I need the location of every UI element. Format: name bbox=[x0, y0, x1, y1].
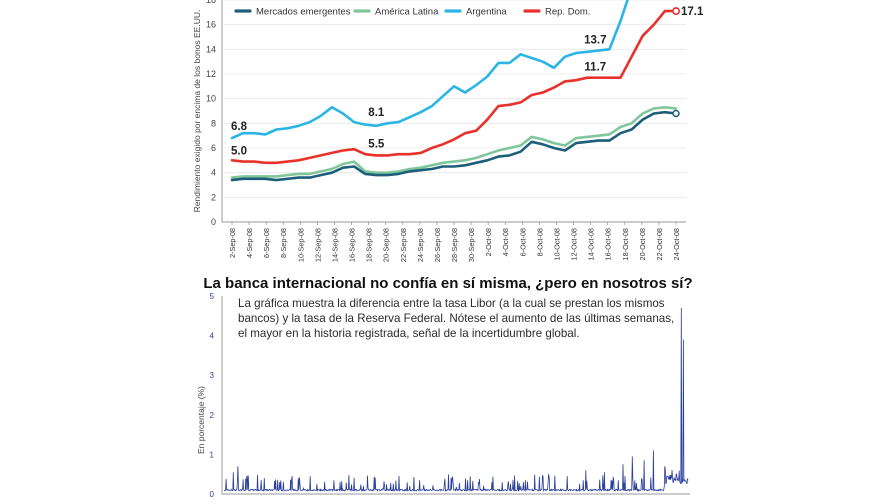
annotation-label: 5.5 bbox=[368, 138, 385, 150]
top-x-tick-label: 16-Sep-08 bbox=[348, 228, 357, 262]
top-x-tick-label: 12-Sep-08 bbox=[313, 228, 322, 262]
annotation-label: 13.7 bbox=[584, 35, 606, 47]
top-y-tick-label: 4 bbox=[211, 168, 216, 178]
top-x-tick-label: 10-Sep-08 bbox=[296, 228, 305, 262]
top-x-tick-label: 28-Sep-08 bbox=[450, 228, 459, 262]
mercados-end-marker bbox=[672, 109, 680, 118]
top-x-tick-label: 12-Oct-08 bbox=[570, 228, 579, 260]
bottom-line-chart: La banca internacional no confía en sí m… bbox=[196, 275, 693, 499]
annotation-label: 5.0 bbox=[231, 145, 247, 157]
bottom-y-tick-label: 1 bbox=[210, 450, 215, 459]
legend-label: América Latina bbox=[375, 7, 439, 18]
top-x-tick-label: 24-Oct-08 bbox=[672, 228, 681, 260]
series-line-am-rica-latina bbox=[230, 106, 678, 179]
annotation-label: 6.8 bbox=[231, 121, 248, 133]
legend-background bbox=[228, 2, 600, 19]
top-x-tick-label: 10-Oct-08 bbox=[552, 228, 561, 260]
top-x-tick-label: 24-Sep-08 bbox=[416, 228, 425, 262]
top-x-tick-label: 16-Oct-08 bbox=[604, 228, 613, 260]
top-x-tick-label: 14-Sep-08 bbox=[330, 228, 339, 262]
top-y-tick-label: 14 bbox=[206, 44, 216, 54]
bottom-chart-y-axis-label: En porcentaje (%) bbox=[196, 386, 206, 454]
top-x-tick-label: 22-Oct-08 bbox=[655, 228, 664, 260]
bottom-chart-title: La banca internacional no confía en sí m… bbox=[203, 275, 692, 292]
top-x-tick-label: 14-Oct-08 bbox=[587, 228, 596, 260]
top-y-tick-label: 12 bbox=[206, 69, 216, 79]
top-x-tick-label: 8-Sep-08 bbox=[279, 228, 288, 258]
top-y-tick-label: 10 bbox=[206, 94, 216, 104]
series-line-mercados-emergentes bbox=[230, 110, 678, 182]
top-x-tick-label: 20-Oct-08 bbox=[638, 228, 647, 260]
top-x-tick-label: 20-Sep-08 bbox=[382, 228, 391, 262]
top-y-tick-label: 18 bbox=[206, 0, 216, 5]
annotation-label: 11.7 bbox=[584, 62, 606, 74]
top-x-tick-label: 2-Sep-08 bbox=[228, 228, 237, 258]
libor-fed-spread-line bbox=[223, 307, 689, 493]
top-line-chart: 2 4 6 8 10 12 14 16 18 0 2-Sep-08 4-Sep-08 6-Sep-08… bbox=[192, 0, 704, 262]
top-x-tick-label: 6-Oct-08 bbox=[518, 228, 527, 256]
series-line-rep-dom- bbox=[230, 9, 678, 165]
bottom-chart-description: La gráfica muestra la diferencia entre l… bbox=[238, 296, 678, 341]
top-x-tick-label: 18-Oct-08 bbox=[621, 228, 630, 260]
top-x-tick-label: 30-Sep-08 bbox=[467, 228, 476, 262]
bottom-y-tick-label: 2 bbox=[210, 411, 215, 420]
top-x-tick-label: 18-Sep-08 bbox=[365, 228, 374, 262]
top-y-tick-label: 2 bbox=[211, 192, 216, 202]
top-y-tick-label: 0 bbox=[211, 217, 216, 227]
description-line-2: bancos) y la tasa de la Reserva Federal.… bbox=[238, 312, 675, 325]
top-x-tick-label: 26-Sep-08 bbox=[433, 228, 442, 262]
legend-label: Mercados emergentes bbox=[256, 7, 351, 18]
top-y-tick-label: 6 bbox=[211, 143, 216, 153]
bottom-y-tick-label: 4 bbox=[210, 332, 215, 341]
top-x-tick-label: 4-Oct-08 bbox=[501, 228, 510, 256]
top-y-tick-label: 8 bbox=[211, 118, 216, 128]
top-x-tick-label: 4-Sep-08 bbox=[245, 228, 254, 258]
legend-label: Argentina bbox=[466, 7, 507, 18]
bottom-y-tick-label: 3 bbox=[210, 371, 215, 380]
top-chart-y-axis-label: Rendimiento exigido por encima de los bo… bbox=[192, 10, 202, 213]
top-x-tick-label: 2-Oct-08 bbox=[484, 228, 493, 256]
bottom-y-tick-label: 5 bbox=[210, 292, 215, 301]
top-y-tick-label: 16 bbox=[206, 20, 216, 30]
legend-label: Rep. Dom. bbox=[545, 7, 590, 18]
annotation-label: 8.1 bbox=[368, 107, 385, 119]
bottom-y-tick-label: 0 bbox=[210, 490, 215, 499]
description-line-3: el mayor en la historia registrada, seña… bbox=[238, 327, 580, 340]
top-x-tick-label: 8-Oct-08 bbox=[535, 228, 544, 256]
description-line-1: La gráfica muestra la diferencia entre l… bbox=[238, 297, 665, 310]
top-x-tick-label: 6-Sep-08 bbox=[262, 228, 271, 258]
annotation-label: 17.1 bbox=[681, 6, 704, 18]
top-x-tick-label: 22-Sep-08 bbox=[399, 228, 408, 262]
series-line-argentina bbox=[230, 0, 629, 140]
rep-dom-end-marker bbox=[671, 7, 680, 16]
